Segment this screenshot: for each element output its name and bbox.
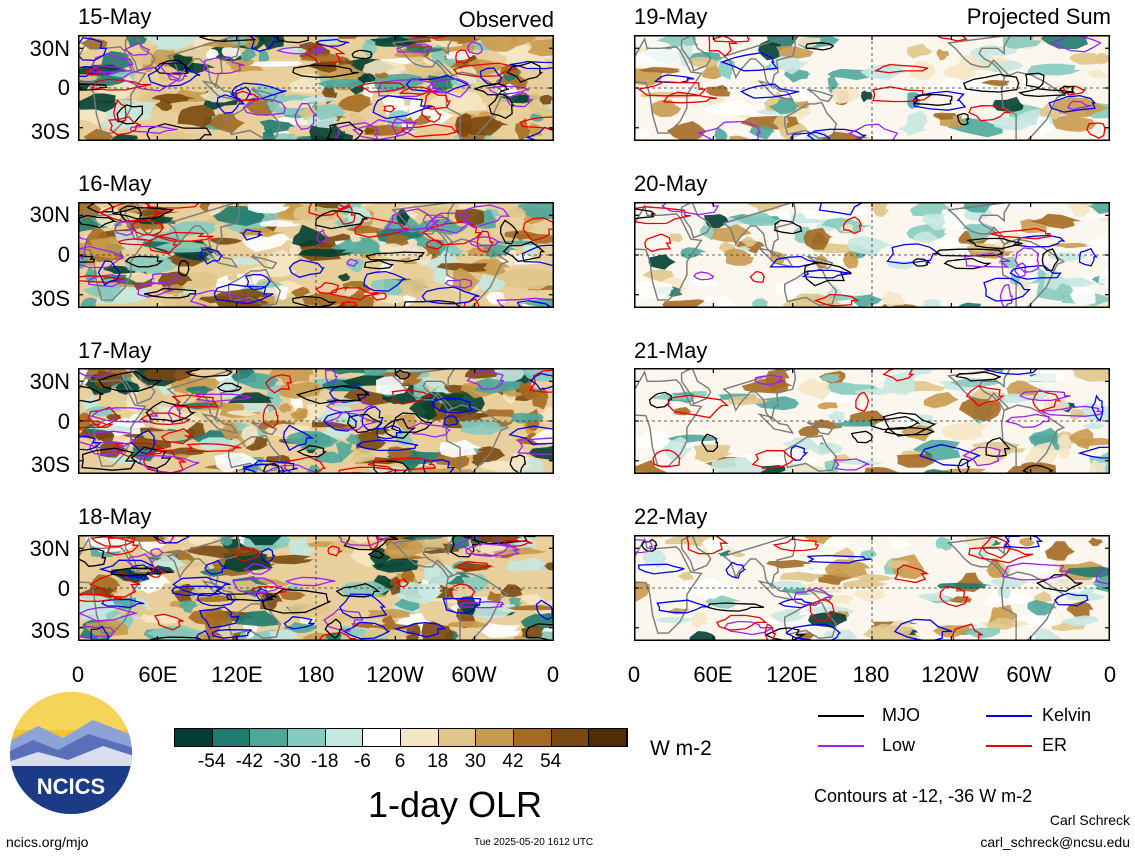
- lat-label: 30N: [29, 536, 70, 561]
- chart-title: 1-day OLR: [367, 784, 543, 825]
- legend-line: [818, 715, 864, 717]
- contours-note: Contours at -12, -36 W m-2: [814, 786, 1033, 806]
- colorbar-tick-label: -18: [310, 751, 339, 772]
- legend-label: ER: [1042, 735, 1068, 755]
- colorbar-swatch: [476, 729, 515, 746]
- colorbar-labels: -54 -42 -30 -18 -6 6 18 30 42 54: [174, 752, 628, 774]
- colorbar-tick-label: 30: [464, 751, 486, 772]
- colorbar-swatch: [325, 729, 364, 746]
- lon-label: 60W: [451, 662, 497, 687]
- colorbar-swatch: [589, 729, 628, 746]
- colorbar-tick-label: -54: [197, 751, 226, 772]
- legend-label: Low: [882, 735, 916, 755]
- olr-map-panel: [78, 535, 554, 641]
- colorbar-swatch: [438, 729, 477, 746]
- colorbar: [174, 728, 628, 747]
- panel-date-label: 19-May: [634, 4, 708, 29]
- panel-date-label: 15-May: [78, 4, 152, 29]
- lat-label: 30S: [30, 618, 70, 643]
- colorbar-tick-label: -6: [353, 751, 371, 772]
- olr-map-panel: [634, 35, 1110, 141]
- colorbar-tick-label: 6: [394, 751, 406, 772]
- lat-label: 30N: [29, 36, 70, 61]
- colorbar-swatch: [288, 729, 326, 746]
- panel-date-label: 17-May: [78, 338, 152, 363]
- logo-text: NCICS: [37, 774, 105, 799]
- lon-label: 60W: [1006, 662, 1052, 687]
- olr-map-panel: [634, 202, 1110, 308]
- lon-label: 180: [852, 662, 890, 687]
- lon-label: 0: [71, 662, 85, 687]
- lon-label: 120E: [211, 662, 263, 687]
- colorbar-swatch: [175, 729, 213, 746]
- panel-date-label: 16-May: [78, 171, 152, 196]
- lon-label: 0: [627, 662, 641, 687]
- colorbar-swatch: [401, 729, 439, 746]
- colorbar-swatch: [551, 729, 590, 746]
- olr-map-panel: [634, 535, 1110, 641]
- colorbar-swatch: [363, 729, 402, 746]
- lat-label: 30N: [29, 369, 70, 394]
- footer-timestamp: Tue 2025-05-20 1612 UTC: [474, 837, 594, 848]
- lon-label: 0: [546, 662, 560, 687]
- panel-date-label: 21-May: [634, 338, 708, 363]
- projected-title: Projected Sum: [966, 4, 1111, 29]
- legend-line: [818, 745, 864, 747]
- colorbar-tick-label: 42: [502, 751, 524, 772]
- legend-label: MJO: [882, 705, 920, 725]
- lon-label: 120E: [766, 662, 818, 687]
- panel-date-label: 18-May: [78, 504, 152, 529]
- colorbar-swatch: [514, 729, 552, 746]
- lon-label: 120W: [366, 662, 424, 687]
- olr-map-panel: [78, 202, 554, 308]
- lon-label: 180: [297, 662, 335, 687]
- observed-title: Observed: [458, 7, 554, 32]
- olr-map-panel: [634, 368, 1110, 474]
- lat-label: 0: [57, 576, 70, 601]
- lon-label: 0: [1103, 662, 1117, 687]
- olr-map-panel: [78, 35, 554, 141]
- colorbar-tick-label: 18: [427, 751, 449, 772]
- lat-label: 30S: [30, 286, 70, 311]
- lat-label: 0: [57, 409, 70, 434]
- footer-url[interactable]: ncics.org/mjo: [6, 834, 89, 850]
- legend-line: [986, 745, 1032, 747]
- lat-label: 30N: [29, 202, 70, 227]
- panel-date-label: 22-May: [634, 504, 708, 529]
- lon-label: 60E: [693, 662, 733, 687]
- lat-label: 30S: [30, 452, 70, 477]
- lon-label: 120W: [921, 662, 979, 687]
- colorbar-tick-label: -30: [273, 751, 301, 772]
- colorbar-tick-label: 54: [540, 751, 562, 772]
- footer-email[interactable]: carl_schreck@ncsu.edu: [980, 834, 1130, 850]
- panel-date-label: 20-May: [634, 171, 708, 196]
- legend-line: [986, 715, 1032, 717]
- colorbar-tick-label: -42: [235, 751, 264, 772]
- lat-label: 0: [57, 75, 70, 100]
- footer-author: Carl Schreck: [1049, 812, 1130, 828]
- colorbar-units: W m-2: [650, 737, 712, 760]
- ncics-logo: NCICS: [10, 692, 132, 814]
- colorbar-swatch: [250, 729, 289, 746]
- legend-label: Kelvin: [1042, 705, 1092, 725]
- lon-label: 60E: [138, 662, 178, 687]
- lat-label: 0: [57, 242, 70, 267]
- lat-label: 30S: [30, 119, 70, 144]
- olr-map-panel: [78, 368, 554, 474]
- colorbar-swatch: [212, 729, 251, 746]
